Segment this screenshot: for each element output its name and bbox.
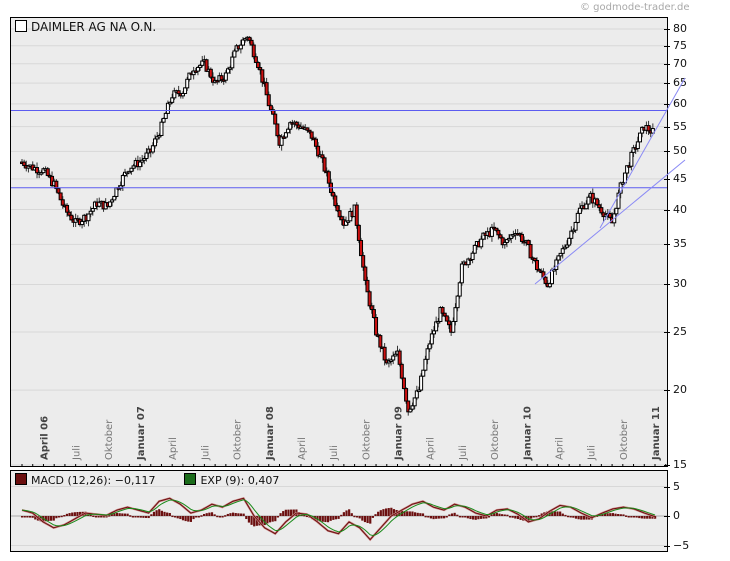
macd-swatch-icon bbox=[15, 473, 27, 485]
price-legend: DAIMLER AG NA O.N. bbox=[15, 20, 156, 34]
svg-text:Oktober: Oktober bbox=[104, 419, 115, 460]
macd-legend: MACD (12,26): −0,117 EXP (9): 0,407 bbox=[15, 473, 279, 487]
y-tick-label: 15 bbox=[673, 458, 687, 471]
y-tick-mark bbox=[664, 178, 670, 180]
exp-swatch-icon bbox=[184, 473, 197, 485]
svg-text:Januar 10: Januar 10 bbox=[522, 406, 533, 461]
svg-text:April 06: April 06 bbox=[39, 416, 50, 460]
svg-text:Januar 08: Januar 08 bbox=[265, 406, 276, 461]
svg-text:Oktober: Oktober bbox=[490, 419, 501, 460]
y-tick-mark bbox=[664, 83, 670, 85]
svg-text:April: April bbox=[297, 437, 308, 460]
y-tick-mark bbox=[664, 331, 670, 333]
svg-text:Juli: Juli bbox=[587, 445, 598, 461]
y-tick-mark bbox=[664, 390, 670, 392]
svg-text:Oktober: Oktober bbox=[361, 419, 372, 460]
macd-y-tick-label: −5 bbox=[673, 538, 690, 552]
y-tick-label: 50 bbox=[673, 144, 687, 158]
y-tick-label: 70 bbox=[673, 56, 687, 70]
svg-text:Januar 07: Januar 07 bbox=[136, 406, 147, 461]
y-tick-label: 20 bbox=[673, 383, 687, 397]
y-tick-label: 25 bbox=[673, 324, 687, 338]
svg-text:April: April bbox=[554, 437, 565, 460]
y-tick-label: 55 bbox=[673, 119, 687, 133]
exp-legend-label: EXP (9): 0,407 bbox=[200, 474, 280, 487]
macd-panel: MACD (12,26): −0,117 EXP (9): 0,407 bbox=[10, 470, 668, 552]
y-tick-mark bbox=[664, 63, 670, 65]
y-tick-label: 30 bbox=[673, 277, 687, 291]
macd-y-tick-mark bbox=[664, 516, 670, 517]
y-tick-label: 35 bbox=[673, 237, 687, 251]
y-tick-label: 65 bbox=[673, 76, 687, 90]
y-tick-label: 80 bbox=[673, 22, 687, 35]
y-tick-mark bbox=[664, 103, 670, 105]
macd-legend-label: MACD (12,26): −0,117 bbox=[31, 474, 156, 487]
svg-text:Juli: Juli bbox=[329, 445, 340, 461]
price-chart-panel: April 06 Juli Oktober Januar 07 April Juli Okt… bbox=[10, 17, 668, 467]
svg-text:Juli: Juli bbox=[458, 445, 469, 461]
y-tick-label: 45 bbox=[673, 171, 687, 185]
svg-text:Januar 11: Januar 11 bbox=[651, 406, 662, 461]
macd-y-tick-label: 5 bbox=[673, 479, 680, 493]
y-tick-mark bbox=[664, 244, 670, 246]
macd-y-tick-mark bbox=[664, 545, 670, 547]
y-tick-mark bbox=[664, 29, 670, 30]
svg-text:April: April bbox=[426, 437, 437, 460]
copyright-text: © godmode-trader.de bbox=[580, 2, 690, 13]
svg-text:April: April bbox=[168, 437, 179, 460]
y-tick-mark bbox=[664, 126, 670, 128]
legend-swatch-icon bbox=[15, 20, 27, 32]
y-tick-label: 75 bbox=[673, 38, 687, 52]
y-tick-label: 40 bbox=[673, 202, 687, 216]
y-tick-mark bbox=[664, 465, 670, 466]
y-tick-mark bbox=[664, 209, 670, 211]
svg-text:Juli: Juli bbox=[72, 445, 83, 461]
y-tick-mark bbox=[664, 151, 670, 153]
legend-label: DAIMLER AG NA O.N. bbox=[31, 20, 157, 34]
y-tick-mark bbox=[664, 284, 670, 286]
price-chart-canvas: April 06 Juli Oktober Januar 07 April Juli Okt… bbox=[11, 28, 667, 466]
svg-text:Oktober: Oktober bbox=[619, 419, 630, 460]
macd-y-tick-mark bbox=[664, 486, 670, 488]
macd-y-tick-label: 0 bbox=[673, 509, 680, 522]
svg-text:Januar 09: Januar 09 bbox=[394, 406, 405, 461]
y-tick-label: 60 bbox=[673, 96, 687, 110]
y-tick-mark bbox=[664, 45, 670, 47]
macd-canvas bbox=[11, 486, 667, 546]
svg-text:Oktober: Oktober bbox=[233, 419, 244, 460]
svg-text:Juli: Juli bbox=[200, 445, 211, 461]
